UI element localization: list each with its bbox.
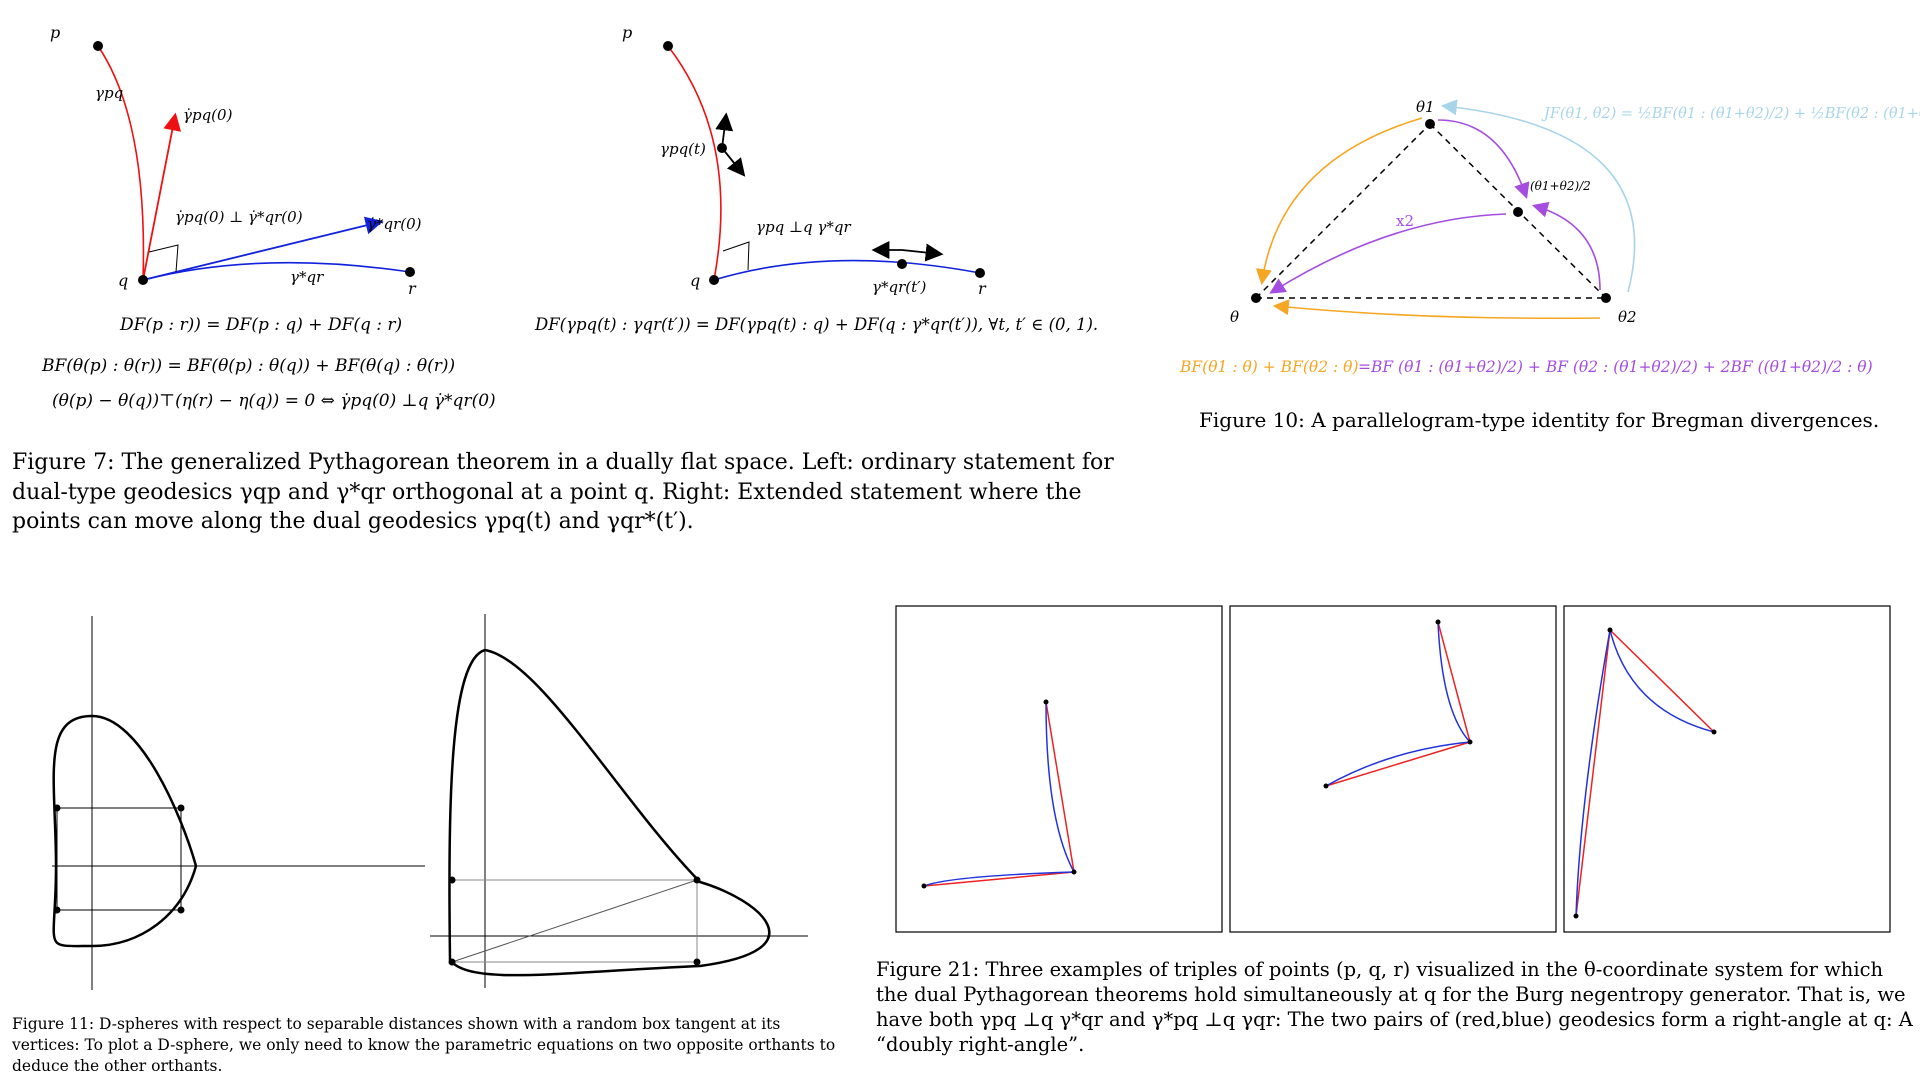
tangent-arrow-up: [715, 112, 734, 149]
label-jensen-shannon: JF(θ1, θ2) = ½BF(θ1 : (θ1+θ2)/2) + ½BF(θ…: [1541, 106, 1920, 122]
label-q: q: [118, 271, 128, 290]
label-x2: x2: [1396, 212, 1414, 230]
geodesic-gamma-qr-star: [142, 261, 411, 281]
label-theta2: θ2: [1618, 308, 1637, 326]
figure-11-diagram: [52, 614, 808, 990]
figure-10-diagram: θ θ1 θ2 (θ1+θ2)/2 x2 JF(θ1, θ2) = ½BF(θ1…: [1179, 98, 1920, 376]
geodesic-gamma-pq-t: [667, 45, 722, 281]
label-r: r: [408, 279, 417, 298]
point-theta: [1251, 293, 1261, 303]
label-gamma-pq-t: γpq(t): [660, 140, 706, 158]
lightblue-arrow: [1440, 99, 1636, 293]
figure-21-panel-2: [1229, 605, 1557, 933]
parallelogram: [1255, 123, 1607, 299]
figure-21-panel-3: [1563, 605, 1891, 933]
point-p-right: [663, 41, 673, 51]
point-theta2: [1601, 293, 1611, 303]
point-q: [138, 275, 148, 285]
label-ortho-q: γpq ⊥q γ*qr: [756, 218, 851, 236]
tangent-arrow-down: [721, 147, 746, 177]
purple-arrow-theta1: [1437, 119, 1530, 200]
figure-21-panel-1: [895, 605, 1223, 933]
right-angle-mark: [148, 244, 179, 273]
label-gamma-pq-dot0: γ̇pq(0): [183, 106, 233, 124]
point-r: [405, 267, 415, 277]
identity-left: BF(θ1 : θ) + BF(θ2 : θ): [1179, 358, 1359, 376]
d-sphere-right: [430, 614, 808, 988]
label-q-right: q: [690, 271, 700, 290]
figure-21-diagrams: [895, 605, 1891, 933]
d-sphere-left: [52, 616, 425, 990]
label-gamma-qr-star: γ*qr: [290, 268, 324, 286]
point-midpoint: [1513, 207, 1523, 217]
figure-11-caption: Figure 11: D-spheres with respect to sep…: [12, 1015, 836, 1075]
label-p-right: p: [622, 23, 632, 42]
purple-arrow-mid: [1269, 213, 1507, 294]
orange-arrow-theta2: [1272, 299, 1601, 320]
label-p: p: [50, 23, 60, 42]
point-q-right: [709, 275, 719, 285]
point-theta1: [1425, 119, 1435, 129]
tangent-vector-qr: [142, 216, 384, 281]
point-gamma-t: [717, 143, 727, 153]
figure-21-caption: Figure 21: Three examples of triples of …: [876, 958, 1913, 1056]
tangent-vector-pq: [142, 112, 182, 281]
identity-right: =BF (θ1 : (θ1+θ2)/2) + BF (θ2 : (θ1+θ2)/…: [1358, 358, 1873, 376]
figure-7-caption: Figure 7: The generalized Pythagorean th…: [12, 450, 1114, 535]
label-r-right: r: [978, 279, 987, 298]
tangent-arrow-right: [901, 243, 944, 262]
right-angle-mark-right: [722, 241, 750, 271]
point-gamma-tprime: [897, 259, 907, 269]
figure-7-left-diagram: p q r γpq γ̇pq(0) γ̇pq(0) ⊥ γ̇*qr(0) γ̇*…: [41, 23, 496, 411]
point-r-right: [975, 268, 985, 278]
equation-extended: DF(γpq(t) : γqr(t′)) = DF(γpq(t) : q) + …: [534, 315, 1098, 334]
figure-10-caption: Figure 10: A parallelogram-type identity…: [1199, 408, 1880, 432]
label-gamma-qr-dot0: γ̇*qr(0): [367, 215, 422, 233]
equation-2: BF(θ(p) : θ(r)) = BF(θ(p) : θ(q)) + BF(θ…: [41, 356, 455, 376]
orange-arrow-theta1: [1255, 117, 1423, 286]
purple-arrow-theta2: [1531, 201, 1601, 291]
label-orthogonality: γ̇pq(0) ⊥ γ̇*qr(0): [175, 208, 303, 226]
geodesic-gamma-qr-star-t: [713, 259, 981, 281]
point-p: [93, 41, 103, 51]
figure-7-diagrams: p q r γpq γ̇pq(0) γ̇pq(0) ⊥ γ̇*qr(0) γ̇*…: [41, 23, 1098, 411]
equation-3: (θ(p) − θ(q))⊤(η(r) − η(q)) = 0 ⇔ γ̇pq(0…: [52, 391, 496, 411]
label-midpoint: (θ1+θ2)/2: [1530, 179, 1591, 193]
equation-1: DF(p : r)) = DF(p : q) + DF(q : r): [119, 315, 402, 335]
label-gamma-qr-tprime: γ*qr(t′): [872, 278, 927, 296]
label-theta1: θ1: [1416, 98, 1435, 116]
label-theta: θ: [1230, 308, 1239, 326]
geodesic-gamma-pq: [97, 45, 145, 281]
label-gamma-pq: γpq: [95, 84, 123, 102]
figure-7-right-diagram: p q r γpq(t) γpq ⊥q γ*qr γ*qr(t′) DF(γpq…: [534, 23, 1098, 334]
